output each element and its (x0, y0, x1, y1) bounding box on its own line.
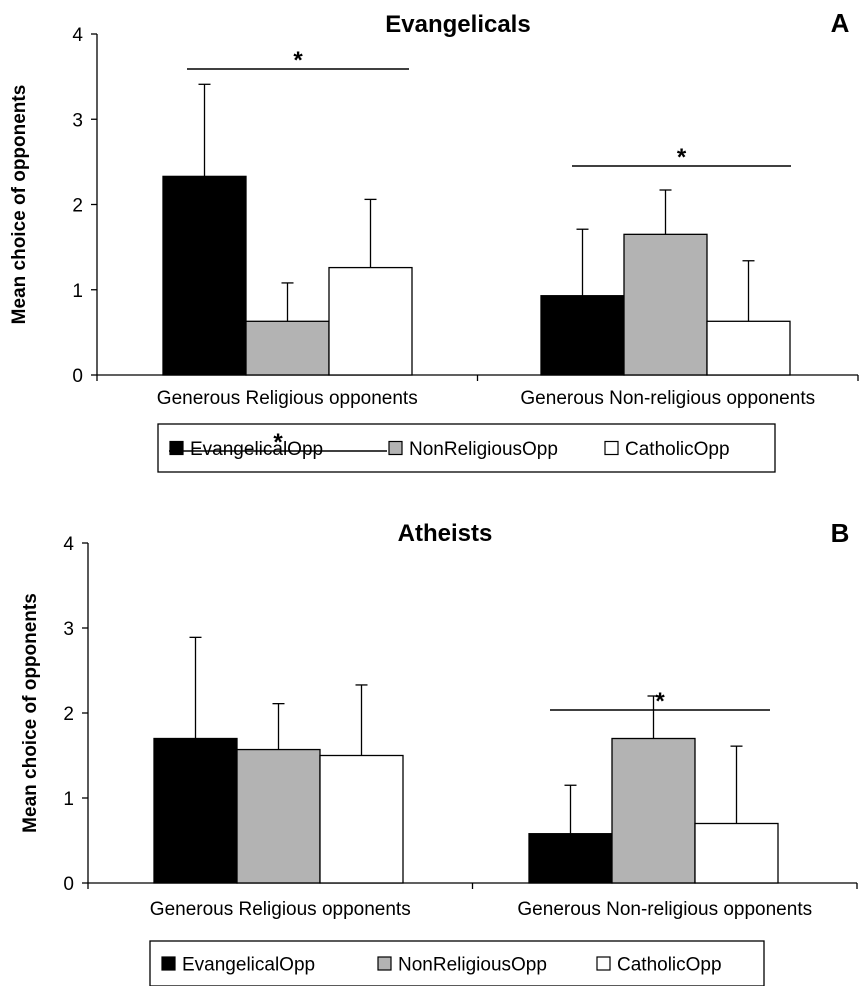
y-tick-label: 3 (63, 619, 74, 640)
y-tick-label: 3 (72, 110, 83, 131)
legend-swatch-nonreligiousopp (377, 956, 392, 971)
chart-panel-a: Evangelicals A Mean choice of opponents 0 1 2… (9, 8, 859, 473)
legend-label: NonReligiousOpp (398, 955, 547, 976)
bar-catholicopp (328, 266, 413, 376)
bar-catholicopp (319, 754, 404, 884)
legend-swatch-catholicopp (604, 440, 619, 456)
legend-label: CatholicOpp (625, 439, 730, 460)
bar-evangelicalopp (153, 737, 238, 884)
chart-title: Atheists (398, 520, 493, 547)
bar-catholicopp (694, 822, 779, 884)
bar-catholicopp (706, 320, 791, 376)
y-tick-label: 4 (72, 25, 83, 46)
legend: EvangelicalOpp NonReligiousOpp CatholicOpp (149, 940, 765, 986)
y-tick-label: 1 (72, 281, 83, 302)
significance-marker: * (293, 47, 303, 74)
y-tick-label: 4 (63, 534, 74, 555)
legend-swatch-evangelicalopp (169, 440, 184, 456)
y-tick-label: 0 (72, 366, 83, 387)
significance-marker: * (655, 688, 665, 715)
legend-box (149, 940, 765, 986)
bar-evangelicalopp (162, 175, 247, 376)
y-tick-label: 1 (63, 789, 74, 810)
y-axis-label: Mean choice of opponents (9, 85, 30, 325)
bar-evangelicalopp (528, 833, 613, 884)
significance-marker: * (273, 429, 283, 456)
significance-marker: * (677, 144, 687, 171)
x-category-label: Generous Non-religious opponents (520, 388, 815, 409)
bar-evangelicalopp (540, 295, 625, 376)
bar-nonreligiousopp (236, 748, 321, 884)
x-category-label: Generous Religious opponents (150, 899, 411, 920)
legend-label: NonReligiousOpp (409, 439, 558, 460)
legend: EvangelicalOpp NonReligiousOpp CatholicOpp (157, 423, 776, 473)
legend-swatch-nonreligiousopp (388, 440, 403, 456)
bar-nonreligiousopp (623, 233, 708, 376)
bar-nonreligiousopp (611, 737, 696, 884)
legend-label: EvangelicalOpp (182, 955, 315, 976)
legend-label: EvangelicalOpp (190, 439, 323, 460)
y-tick-label: 2 (63, 704, 74, 725)
legend-box (157, 423, 776, 473)
chart-panel-b: Atheists B Mean choice of opponents 0 1 2 3 4 Ge… (20, 429, 858, 986)
bar-nonreligiousopp (245, 320, 330, 376)
panel-label: A (831, 8, 850, 38)
legend-swatch-evangelicalopp (161, 956, 176, 971)
y-tick-label: 2 (72, 196, 83, 217)
y-tick-label: 0 (63, 874, 74, 895)
x-category-label: Generous Non-religious opponents (517, 899, 812, 920)
legend-swatch-catholicopp (596, 956, 611, 971)
x-category-label: Generous Religious opponents (157, 388, 418, 409)
panel-label: B (831, 518, 850, 548)
legend-label: CatholicOpp (617, 955, 722, 976)
chart-title: Evangelicals (385, 11, 530, 38)
y-axis-label: Mean choice of opponents (20, 593, 41, 833)
